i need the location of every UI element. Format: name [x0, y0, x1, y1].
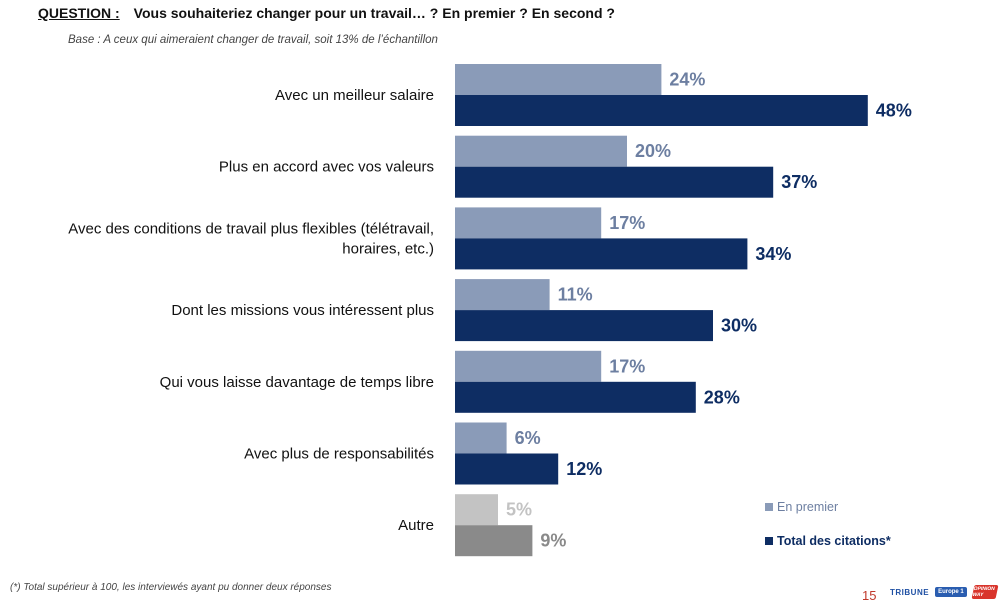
bar-first: [455, 64, 662, 95]
bar-first: [455, 494, 498, 526]
bar-first: [455, 279, 550, 311]
value-label-total: 37%: [781, 172, 817, 192]
legend-label: En premier: [777, 500, 838, 514]
category-label: Dont les missions vous intéressent plus: [171, 302, 434, 319]
category-label: Plus en accord avec vos valeurs: [219, 159, 434, 176]
bar-total: [455, 166, 774, 198]
category-label: Avec des conditions de travail plus flex…: [68, 220, 434, 237]
value-label-first: 5%: [506, 500, 532, 520]
value-label-first: 6%: [515, 428, 541, 448]
page-number: 15: [862, 588, 877, 603]
value-label-total: 48%: [876, 101, 912, 121]
value-label-total: 28%: [704, 387, 740, 407]
question-header: QUESTION : Vous souhaiteriez changer pour…: [38, 5, 615, 21]
legend-swatch: [765, 537, 773, 545]
bar-total: [455, 525, 533, 557]
bar-total: [455, 381, 696, 413]
bar-total: [455, 310, 713, 342]
value-label-first: 11%: [558, 285, 593, 305]
category-label: horaires, etc.): [342, 240, 434, 257]
legend-label: Total des citations*: [777, 534, 891, 548]
value-label-total: 9%: [540, 531, 566, 551]
base-note: Base : A ceux qui aimeraient changer de …: [68, 34, 438, 46]
value-label-first: 17%: [609, 213, 645, 233]
category-label: Autre: [398, 517, 434, 534]
value-label-total: 12%: [566, 459, 602, 479]
bar-total: [455, 238, 748, 270]
value-label-total: 34%: [755, 244, 791, 264]
bar-first: [455, 135, 627, 167]
bar-first: [455, 350, 602, 382]
category-label: Qui vous laisse davantage de temps libre: [160, 374, 434, 391]
tribune-logo: TRIBUNE: [890, 587, 930, 597]
value-label-first: 24%: [669, 70, 705, 90]
europe1-logo: Europe 1: [935, 587, 967, 597]
question-text: Vous souhaiteriez changer pour un travai…: [133, 5, 615, 21]
category-label: Avec un meilleur salaire: [275, 87, 434, 104]
logos: TRIBUNE Europe 1 OPINION WAY: [890, 585, 999, 599]
value-label-total: 30%: [721, 316, 757, 336]
bar-chart: 24% 48% Avec un meilleur salaire 20% 37% Plus…: [68, 64, 912, 557]
value-label-first: 17%: [609, 356, 645, 376]
footnote: (*) Total supérieur à 100, les interview…: [10, 582, 332, 593]
question-prefix: QUESTION :: [38, 5, 120, 21]
bar-total: [455, 453, 559, 485]
bar-total: [455, 95, 868, 126]
opinionway-logo: OPINION WAY: [971, 585, 999, 599]
bar-first: [455, 422, 507, 454]
value-label-first: 20%: [635, 141, 671, 161]
legend-swatch: [765, 503, 773, 511]
category-label: Avec plus de responsabilités: [244, 446, 434, 463]
bar-first: [455, 207, 602, 239]
